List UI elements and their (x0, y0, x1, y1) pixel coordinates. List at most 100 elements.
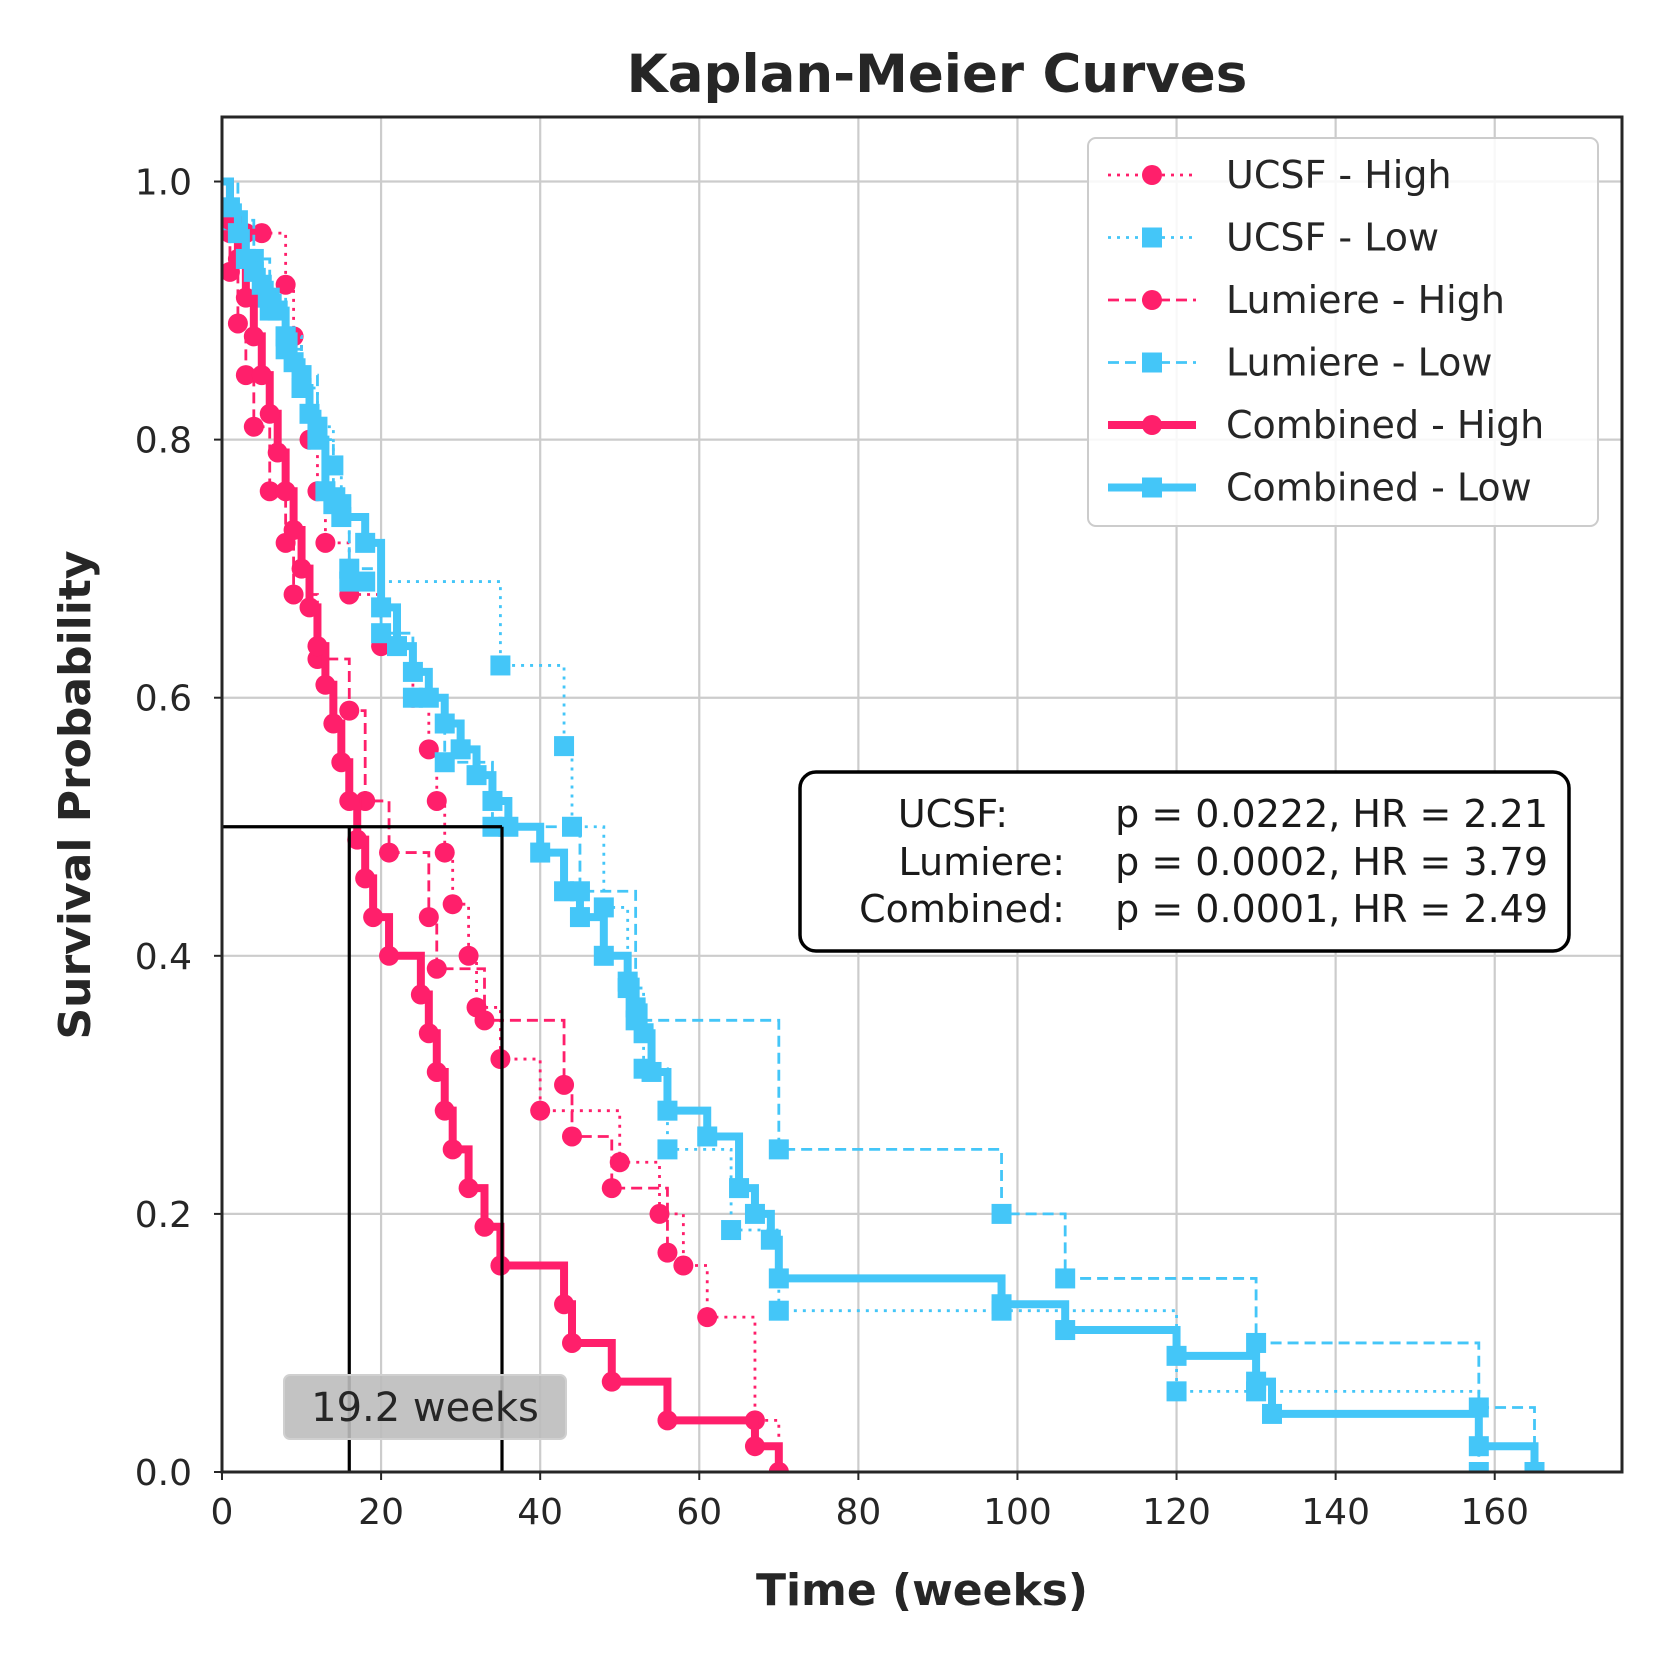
series-point-combined-low (1166, 1345, 1187, 1366)
series-point-lumiere-low (1055, 1268, 1076, 1289)
series-point-combined-high (347, 829, 368, 850)
series-point-lumiere-high (339, 700, 360, 721)
series-point-combined-low (625, 997, 646, 1018)
legend-label-ucsf-high: UCSF - High (1226, 153, 1452, 197)
series-point-combined-low (1468, 1436, 1489, 1457)
y-tick-label: 0.0 (135, 1453, 192, 1494)
series-point-combined-low (569, 907, 590, 928)
series-point-combined-low (331, 507, 352, 528)
series-point-combined-low (657, 1100, 678, 1121)
series-point-combined-low (744, 1203, 765, 1224)
series-point-combined-high (267, 442, 288, 463)
series-point-combined-high (315, 674, 336, 695)
series-point-combined-high (562, 1332, 582, 1353)
series-point-lumiere-high (243, 416, 264, 437)
x-tick-label: 0 (211, 1492, 234, 1533)
x-tick-label: 60 (676, 1492, 722, 1533)
series-point-lumiere-high (562, 1126, 582, 1147)
plot-frame (220, 115, 1624, 1474)
stats-box-frame (798, 770, 1571, 953)
series-point-combined-high (275, 481, 296, 502)
series-point-combined-low (1055, 1320, 1076, 1341)
series-point-combined-low (593, 945, 614, 966)
x-axis-label: Time (weeks) (756, 1565, 1088, 1616)
series-point-ucsf-high (609, 1152, 630, 1173)
series-point-combined-low (227, 223, 248, 244)
series-point-combined-high (307, 636, 328, 657)
y-tick-label: 0.8 (135, 421, 192, 462)
series-point-lumiere-high (657, 1242, 678, 1263)
series-point-combined-low (402, 661, 423, 682)
series-point-combined-low (434, 713, 455, 734)
series-point-combined-high (251, 365, 272, 386)
series-lumiere-high (222, 218, 678, 1263)
y-tick-label: 0.6 (135, 679, 192, 720)
x-tick-label: 100 (983, 1492, 1052, 1533)
stats-combined-label: Combined: (859, 887, 1065, 931)
series-point-ucsf-low (1166, 1381, 1187, 1402)
legend-label-lumiere-high: Lumiere - High (1226, 278, 1505, 322)
legend-entry-combined-high: Combined - High (1108, 403, 1544, 447)
series-layer (222, 177, 1545, 1472)
legend-marker-combined-high (1142, 415, 1162, 435)
y-tick-label: 0.4 (135, 937, 192, 978)
series-point-lumiere-low (339, 558, 360, 579)
legend-marker-lumiere-low (1142, 352, 1162, 373)
series-point-combined-high (458, 1178, 479, 1199)
series-point-combined-low (315, 481, 336, 502)
series-point-lumiere-low (1246, 1332, 1267, 1353)
stats-ucsf-label: UCSF: (898, 792, 1008, 836)
series-point-combined-low (641, 1061, 662, 1082)
series-point-ucsf-high (673, 1255, 694, 1276)
x-tick-label: 20 (358, 1492, 404, 1533)
series-point-combined-low (729, 1178, 750, 1199)
series-point-lumiere-low (402, 687, 423, 708)
series-point-combined-high (363, 907, 384, 928)
series-point-ucsf-low (768, 1300, 789, 1321)
series-point-combined-high (339, 790, 360, 811)
series-point-lumiere-low (768, 1139, 789, 1160)
series-point-ucsf-low (721, 1220, 742, 1241)
series-point-ucsf-high (458, 945, 479, 966)
series-point-combined-high (554, 1294, 575, 1315)
series-point-ucsf-high (315, 532, 336, 553)
series-point-combined-low (418, 687, 439, 708)
series-point-combined-high (283, 519, 304, 540)
chart-title: Kaplan-Meier Curves (627, 44, 1248, 105)
series-point-ucsf-high (649, 1203, 670, 1224)
series-point-lumiere-high (235, 365, 256, 386)
series-point-lumiere-high (601, 1178, 622, 1199)
series-point-ucsf-high (251, 223, 272, 244)
series-point-combined-high (657, 1410, 678, 1431)
y-tick-label: 0.2 (135, 1195, 192, 1236)
legend-label-combined-high: Combined - High (1226, 403, 1544, 447)
x-tick-label: 40 (517, 1492, 563, 1533)
series-point-combined-high (379, 945, 400, 966)
median-label: 19.2 weeks (311, 1385, 539, 1431)
x-tick-label: 160 (1460, 1492, 1529, 1533)
series-point-combined-high (291, 558, 312, 579)
legend-entry-ucsf-low: UCSF - Low (1108, 216, 1439, 260)
series-point-combined-low (617, 971, 638, 992)
series-point-combined-low (1524, 1462, 1545, 1472)
series-point-ucsf-high (418, 739, 439, 760)
legend-marker-ucsf-low (1142, 227, 1162, 248)
x-tick-label: 120 (1142, 1492, 1211, 1533)
legend-label-ucsf-low: UCSF - Low (1226, 216, 1439, 260)
series-point-combined-high (235, 287, 256, 308)
legend-label-lumiere-low: Lumiere - Low (1226, 341, 1492, 385)
x-tick-label: 140 (1301, 1492, 1370, 1533)
series-point-ucsf-high (442, 894, 463, 915)
series-point-combined-low (633, 1023, 654, 1044)
series-point-combined-low (768, 1268, 789, 1289)
legend-marker-combined-low (1142, 477, 1162, 498)
series-point-combined-high (355, 868, 376, 889)
series-point-combined-high (744, 1436, 765, 1457)
series-point-combined-low (275, 326, 296, 347)
legend-marker-lumiere-high (1142, 290, 1162, 310)
legend: UCSF - High UCSF - Low Lumiere - High Lumie… (1087, 137, 1599, 527)
series-point-combined-high (601, 1371, 622, 1392)
series-point-ucsf-low (657, 1139, 678, 1160)
series-point-combined-low (554, 881, 575, 902)
series-point-ucsf-low (490, 655, 511, 676)
